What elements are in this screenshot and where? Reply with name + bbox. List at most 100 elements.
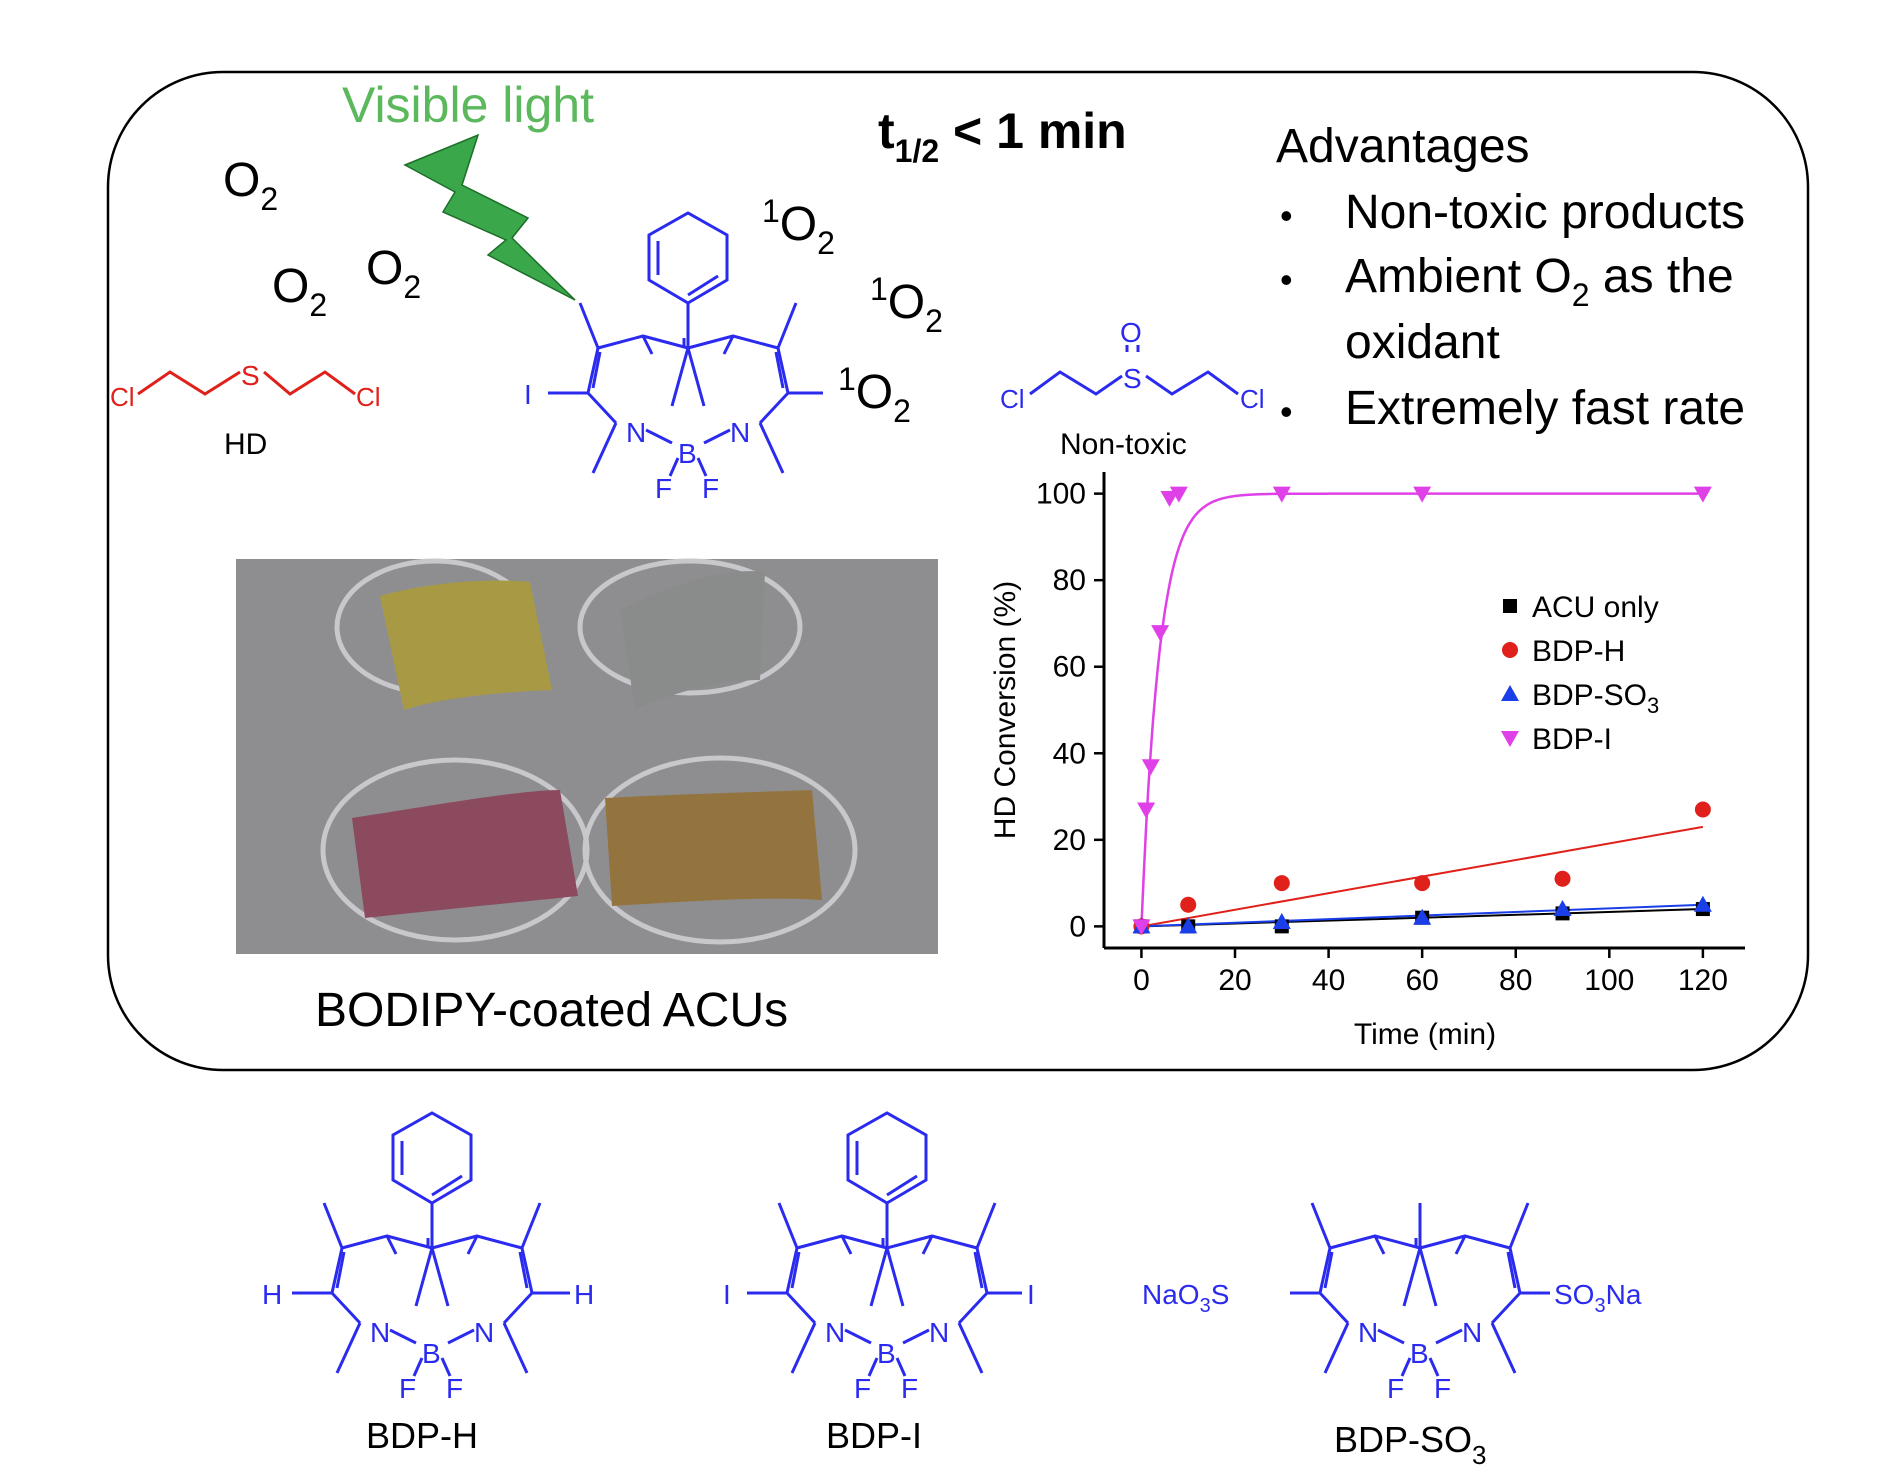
legend-marker [1502,642,1518,658]
y-tick-label: 100 [1036,478,1086,511]
x-tick-label: 40 [1312,964,1345,997]
legend-marker [1501,731,1519,747]
lightning-bolt-icon [403,133,576,301]
data-point [1180,896,1197,913]
bullet: • [1280,195,1293,236]
legend-label: BDP-I [1532,723,1612,756]
data-point [1693,486,1712,503]
data-point [1160,490,1179,507]
svg-text:B: B [678,438,697,469]
data-point [1693,895,1712,912]
svg-text:I: I [524,379,532,410]
legend-marker [1503,599,1517,613]
y-tick-label: 0 [1069,910,1086,943]
data-point [1179,917,1198,934]
svg-text:F: F [1387,1373,1404,1404]
y-tick-label: 80 [1053,564,1086,597]
svg-text:I: I [1027,1279,1035,1310]
conversion-chart: HD Conversion (%) Time (min) 0 20 40 60 80 10… [989,472,1745,1051]
svg-text:N: N [370,1317,390,1348]
svg-text:N: N [1462,1317,1482,1348]
hd-label: HD [224,428,267,461]
advantage-item: oxidant [1345,316,1500,369]
hd-molecule: Cl S Cl HD [110,360,381,461]
svg-text:H: H [574,1279,594,1310]
data-point [1554,870,1571,887]
data-point [1273,875,1290,892]
sulfoxide-molecule: Cl S O Cl Non-toxic [1000,317,1265,461]
legend-marker [1501,685,1519,701]
data-point [1169,486,1188,503]
advantages-title: Advantages [1276,120,1530,173]
svg-text:F: F [1434,1373,1451,1404]
svg-text:F: F [446,1373,463,1404]
svg-text:SO3Na: SO3Na [1554,1279,1642,1317]
o2-label: O2 [223,154,278,217]
x-tick-label: 120 [1678,964,1728,997]
svg-text:Cl: Cl [356,382,381,412]
svg-text:S: S [241,360,260,391]
acu-photo [236,558,938,954]
svg-text:F: F [399,1373,416,1404]
bdp-i-label: BDP-I [826,1415,922,1456]
svg-text:F: F [901,1373,918,1404]
svg-text:N: N [825,1317,845,1348]
svg-text:Cl: Cl [1000,384,1025,414]
svg-text:B: B [1410,1338,1429,1369]
singlet-o2-label: 1O2 [762,193,835,261]
legend-label: BDP-H [1532,635,1625,668]
data-point [1413,486,1432,503]
svg-text:B: B [422,1338,441,1369]
y-tick-label: 60 [1053,651,1086,684]
singlet-o2-label: 1O2 [838,361,911,429]
y-tick-label: 20 [1053,824,1086,857]
svg-text:S: S [1123,363,1142,394]
svg-text:O: O [1120,317,1142,348]
bdp-h-structure: H H N N B F F [262,1111,594,1404]
svg-text:F: F [702,473,719,504]
x-tick-label: 20 [1218,964,1251,997]
o2-label: O2 [272,260,327,323]
svg-text:I: I [723,1279,731,1310]
bdp-h-label: BDP-H [366,1415,478,1456]
data-point [1151,625,1170,642]
x-tick-label: 60 [1405,964,1438,997]
svg-text:N: N [474,1317,494,1348]
svg-text:Cl: Cl [1240,384,1265,414]
x-tick-label: 80 [1499,964,1532,997]
data-point [1141,759,1160,776]
half-life-label: t1/2 < 1 min [878,103,1127,169]
legend-label: ACU only [1532,591,1659,624]
data-point [1414,875,1431,892]
photo-caption: BODIPY-coated ACUs [315,984,788,1037]
svg-text:N: N [626,417,646,448]
data-point [1553,900,1572,917]
y-axis-label: HD Conversion (%) [989,581,1022,839]
bdp-i-structure: I I N N B F F [723,1111,1035,1404]
non-toxic-label: Non-toxic [1060,428,1187,461]
o2-label: O2 [366,242,421,305]
bullet: • [1280,259,1293,300]
svg-text:N: N [730,417,750,448]
svg-text:H: H [262,1279,282,1310]
svg-text:NaO3S: NaO3S [1142,1279,1229,1317]
svg-text:N: N [929,1317,949,1348]
data-point [1413,908,1432,925]
x-tick-label: 100 [1584,964,1634,997]
svg-text:B: B [877,1338,896,1369]
advantage-item: Non-toxic products [1345,186,1745,239]
advantage-item: Extremely fast rate [1345,382,1745,435]
y-tick-label: 40 [1053,737,1086,770]
legend-label: BDP-SO3 [1532,679,1659,718]
bdp-so3-structure: NaO3S SO3Na N N B F F [1142,1201,1642,1404]
data-point [1272,913,1291,930]
x-axis-label: Time (min) [1354,1018,1496,1051]
abstract-frame [106,70,1810,1072]
data-point [1272,486,1291,503]
svg-text:F: F [655,473,672,504]
advantage-item: Ambient O2 as the [1345,250,1734,313]
data-point [1132,919,1151,936]
bullet: • [1280,391,1293,432]
svg-text:Cl: Cl [110,382,135,412]
